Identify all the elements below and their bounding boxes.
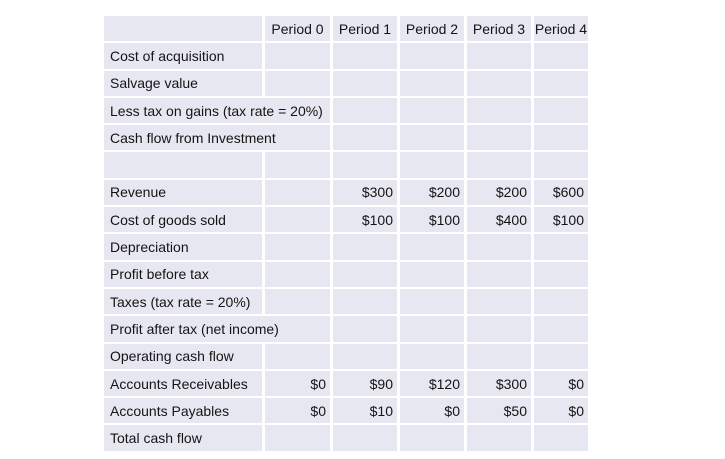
cell-accounts-payables-period-3: $50 bbox=[467, 398, 531, 424]
cell-cash-flow-from-investment-period-2 bbox=[400, 125, 464, 151]
cell-cash-flow-from-investment-period-1 bbox=[333, 125, 397, 151]
cell-cost-of-acquisition-period-1 bbox=[333, 43, 397, 69]
cell-accounts-receivables-period-1: $90 bbox=[333, 370, 397, 397]
cell-accounts-receivables-period-4: $0 bbox=[534, 370, 588, 397]
row-label-depreciation: Depreciation bbox=[104, 234, 262, 260]
cell-operating-cash-flow-period-0 bbox=[265, 343, 330, 369]
header-cell-period-3: Period 3 bbox=[467, 16, 531, 42]
cell-revenue-period-3: $200 bbox=[467, 179, 531, 206]
cell-total-cash-flow-period-2 bbox=[400, 425, 464, 451]
cell-depreciation-period-1 bbox=[333, 234, 397, 260]
cell-profit-after-tax-period-4 bbox=[534, 316, 588, 342]
cell-taxes-period-4 bbox=[534, 288, 588, 315]
cell-less-tax-on-gains-period-4 bbox=[534, 97, 588, 124]
cell-spacer-period-0 bbox=[265, 152, 330, 178]
cell-spacer-period-4 bbox=[534, 152, 588, 178]
cell-operating-cash-flow-period-4 bbox=[534, 343, 588, 369]
cell-cost-of-goods-sold-period-1: $100 bbox=[333, 207, 397, 233]
cell-accounts-receivables-period-2: $120 bbox=[400, 370, 464, 397]
cell-cost-of-goods-sold-period-2: $100 bbox=[400, 207, 464, 233]
cell-accounts-payables-period-4: $0 bbox=[534, 398, 588, 424]
cell-operating-cash-flow-period-3 bbox=[467, 343, 531, 369]
row-label-cash-flow-from-investment: Cash flow from Investment bbox=[104, 125, 330, 151]
cell-depreciation-period-2 bbox=[400, 234, 464, 260]
row-label-total-cash-flow: Total cash flow bbox=[104, 425, 262, 451]
cell-accounts-payables-period-0: $0 bbox=[265, 398, 330, 424]
cell-depreciation-period-4 bbox=[534, 234, 588, 260]
cell-total-cash-flow-period-4 bbox=[534, 425, 588, 451]
cell-taxes-period-0 bbox=[265, 288, 330, 315]
cell-operating-cash-flow-period-1 bbox=[333, 343, 397, 369]
cell-salvage-value-period-1 bbox=[333, 70, 397, 96]
cell-salvage-value-period-2 bbox=[400, 70, 464, 96]
cell-depreciation-period-0 bbox=[265, 234, 330, 260]
cell-accounts-payables-period-1: $10 bbox=[333, 398, 397, 424]
cell-total-cash-flow-period-0 bbox=[265, 425, 330, 451]
cell-revenue-period-0 bbox=[265, 179, 330, 206]
cell-profit-before-tax-period-3 bbox=[467, 261, 531, 287]
cell-profit-before-tax-period-2 bbox=[400, 261, 464, 287]
cell-cost-of-acquisition-period-3 bbox=[467, 43, 531, 69]
row-label-revenue: Revenue bbox=[104, 179, 262, 206]
cell-profit-before-tax-period-1 bbox=[333, 261, 397, 287]
cell-less-tax-on-gains-period-3 bbox=[467, 97, 531, 124]
row-label-profit-before-tax: Profit before tax bbox=[104, 261, 262, 287]
row-label-less-tax-on-gains: Less tax on gains (tax rate = 20%) bbox=[104, 97, 330, 124]
cell-salvage-value-period-0 bbox=[265, 70, 330, 96]
row-label-cost-of-goods-sold: Cost of goods sold bbox=[104, 207, 262, 233]
header-cell-period-1: Period 1 bbox=[333, 16, 397, 42]
cell-cost-of-acquisition-period-2 bbox=[400, 43, 464, 69]
cell-cost-of-goods-sold-period-3: $400 bbox=[467, 207, 531, 233]
cell-cash-flow-from-investment-period-3 bbox=[467, 125, 531, 151]
cell-accounts-receivables-period-3: $300 bbox=[467, 370, 531, 397]
cell-taxes-period-3 bbox=[467, 288, 531, 315]
cell-profit-before-tax-period-0 bbox=[265, 261, 330, 287]
cell-revenue-period-4: $600 bbox=[534, 179, 588, 206]
cell-less-tax-on-gains-period-2 bbox=[400, 97, 464, 124]
header-cell-label bbox=[104, 16, 262, 42]
cell-revenue-period-1: $300 bbox=[333, 179, 397, 206]
header-cell-period-4: Period 4 bbox=[534, 16, 588, 42]
row-label-operating-cash-flow: Operating cash flow bbox=[104, 343, 262, 369]
cell-revenue-period-2: $200 bbox=[400, 179, 464, 206]
row-label-profit-after-tax: Profit after tax (net income) bbox=[104, 316, 330, 342]
cell-taxes-period-2 bbox=[400, 288, 464, 315]
row-label-cost-of-acquisition: Cost of acquisition bbox=[104, 43, 262, 69]
row-label-salvage-value: Salvage value bbox=[104, 70, 262, 96]
cell-operating-cash-flow-period-2 bbox=[400, 343, 464, 369]
cell-salvage-value-period-4 bbox=[534, 70, 588, 96]
cell-accounts-payables-period-2: $0 bbox=[400, 398, 464, 424]
header-cell-period-0: Period 0 bbox=[265, 16, 330, 42]
row-label-accounts-payables: Accounts Payables bbox=[104, 398, 262, 424]
cell-cost-of-goods-sold-period-0 bbox=[265, 207, 330, 233]
cell-cost-of-acquisition-period-0 bbox=[265, 43, 330, 69]
cell-spacer-period-1 bbox=[333, 152, 397, 178]
cell-spacer-period-2 bbox=[400, 152, 464, 178]
cell-cost-of-acquisition-period-4 bbox=[534, 43, 588, 69]
cell-total-cash-flow-period-3 bbox=[467, 425, 531, 451]
cell-total-cash-flow-period-1 bbox=[333, 425, 397, 451]
cell-profit-before-tax-period-4 bbox=[534, 261, 588, 287]
cash-flow-worksheet-table: Period 0 Period 1 Period 2 Period 3 Period 4… bbox=[104, 16, 588, 451]
cell-accounts-receivables-period-0: $0 bbox=[265, 370, 330, 397]
header-cell-period-2: Period 2 bbox=[400, 16, 464, 42]
cell-less-tax-on-gains-period-1 bbox=[333, 97, 397, 124]
cell-cash-flow-from-investment-period-4 bbox=[534, 125, 588, 151]
row-label-spacer bbox=[104, 152, 262, 178]
cell-profit-after-tax-period-1 bbox=[333, 316, 397, 342]
cell-taxes-period-1 bbox=[333, 288, 397, 315]
cell-profit-after-tax-period-3 bbox=[467, 316, 531, 342]
cell-spacer-period-3 bbox=[467, 152, 531, 178]
cell-profit-after-tax-period-2 bbox=[400, 316, 464, 342]
cell-depreciation-period-3 bbox=[467, 234, 531, 260]
cell-salvage-value-period-3 bbox=[467, 70, 531, 96]
row-label-taxes: Taxes (tax rate = 20%) bbox=[104, 288, 262, 315]
row-label-accounts-receivables: Accounts Receivables bbox=[104, 370, 262, 397]
cell-cost-of-goods-sold-period-4: $100 bbox=[534, 207, 588, 233]
